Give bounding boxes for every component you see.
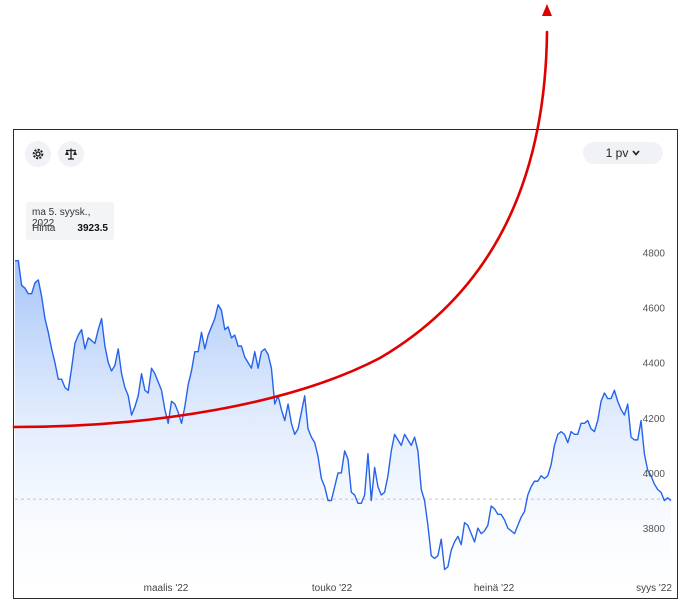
settings-button[interactable] bbox=[25, 141, 51, 167]
compare-button[interactable] bbox=[58, 141, 84, 167]
x-tick-label: maalis '22 bbox=[144, 583, 189, 594]
x-tick-label: syys '22 bbox=[636, 583, 672, 594]
scale-icon bbox=[65, 148, 77, 160]
price-line bbox=[15, 259, 672, 571]
y-tick-label: 4000 bbox=[643, 469, 666, 480]
tooltip-date: ma 5. syysk., 2022 bbox=[32, 207, 91, 229]
x-tick-label: heinä '22 bbox=[474, 583, 515, 594]
y-tick-label: 3800 bbox=[643, 524, 666, 535]
price-area bbox=[15, 260, 671, 596]
price-tooltip: ma 5. syysk., 2022 Hinta 3923.5 bbox=[26, 202, 114, 240]
trend-arrowhead bbox=[542, 4, 552, 16]
tooltip-value: 3923.5 bbox=[77, 223, 108, 234]
range-label: 1 pv bbox=[605, 146, 629, 160]
trend-curve bbox=[12, 30, 549, 429]
tooltip-label: Hinta bbox=[32, 223, 56, 234]
y-tick-label: 4200 bbox=[643, 414, 666, 425]
gear-icon bbox=[32, 148, 44, 160]
range-selector[interactable]: 1 pv bbox=[583, 142, 663, 164]
x-tick-label: touko '22 bbox=[312, 583, 353, 594]
y-tick-label: 4800 bbox=[643, 248, 666, 259]
chevron-down-icon bbox=[632, 150, 640, 156]
y-tick-label: 4600 bbox=[643, 304, 666, 315]
y-tick-label: 4400 bbox=[643, 359, 666, 370]
